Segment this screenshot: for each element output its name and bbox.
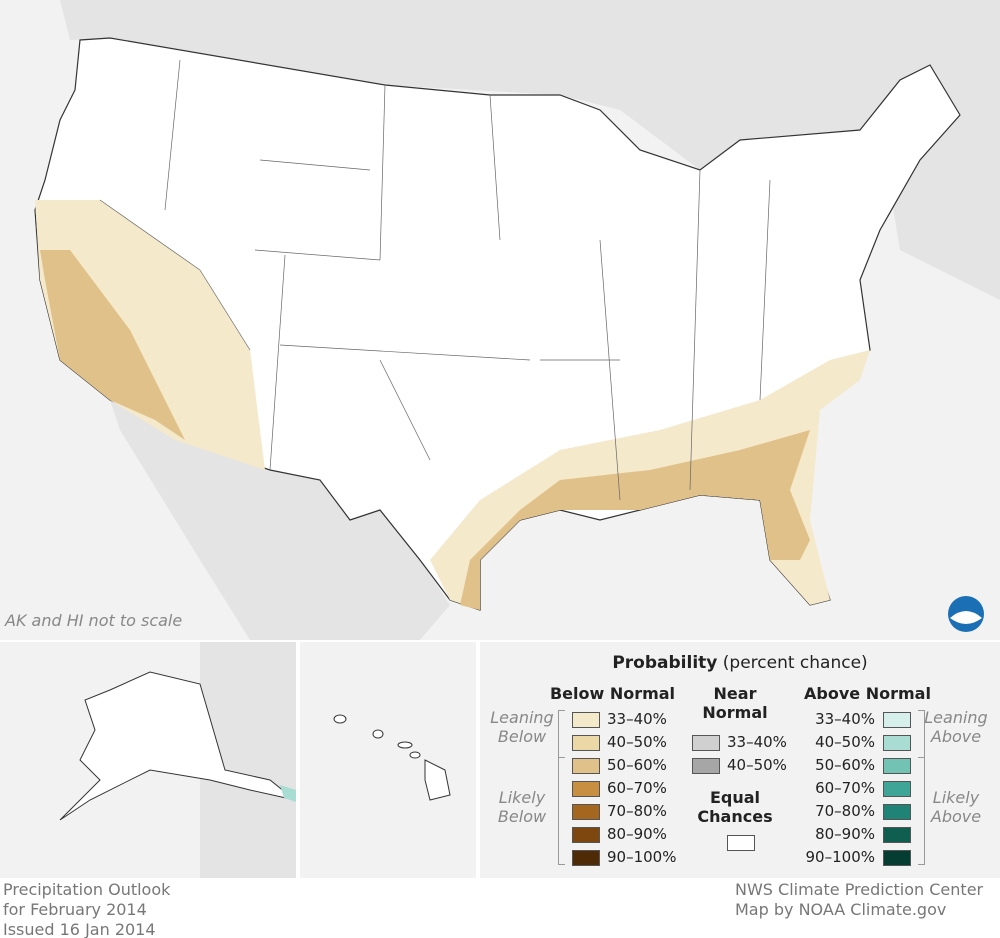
- swatch: [572, 827, 600, 843]
- range-label: 33–40%: [727, 733, 787, 751]
- swatch: [883, 781, 911, 797]
- bracket: [918, 710, 925, 758]
- legend-header: Probability (percent chance): [480, 653, 1000, 673]
- range-label: 33–40%: [815, 710, 875, 728]
- footer-line: Precipitation Outlook: [3, 880, 171, 899]
- swatch: [883, 850, 911, 866]
- swatch: [572, 781, 600, 797]
- near-heading: Near Normal: [702, 684, 768, 722]
- bracket: [918, 757, 925, 865]
- swatch: [572, 758, 600, 774]
- swatch: [727, 835, 755, 851]
- footer-line: for February 2014: [3, 900, 147, 919]
- swatch: [883, 735, 911, 751]
- range-label: 80–90%: [815, 825, 875, 843]
- range-label: 40–50%: [815, 733, 875, 751]
- swatch: [692, 758, 720, 774]
- bracket: [558, 710, 565, 758]
- range-label: 50–60%: [607, 756, 667, 774]
- hawaii-panel: [300, 642, 476, 878]
- legend-title: Probability: [612, 653, 718, 673]
- range-label: 70–80%: [607, 802, 667, 820]
- legend-subtitle: (percent chance): [722, 653, 868, 673]
- footer-line: Issued 16 Jan 2014: [3, 920, 156, 938]
- range-label: 50–60%: [815, 756, 875, 774]
- hawaii: [333, 714, 451, 801]
- footer-line: Map by NOAA Climate.gov: [735, 900, 947, 919]
- swatch: [572, 735, 600, 751]
- swatch: [692, 735, 720, 751]
- range-label: 90–100%: [805, 848, 875, 866]
- leaning-below-west: [35, 200, 265, 470]
- likely-above: Likely Above: [930, 788, 982, 826]
- range-label: 70–80%: [815, 802, 875, 820]
- likely-below-west: [40, 250, 185, 440]
- alaska-above: [280, 785, 296, 802]
- range-label: 80–90%: [607, 825, 667, 843]
- range-label: 60–70%: [815, 779, 875, 797]
- state-borders: [99, 59, 771, 501]
- swatch: [883, 827, 911, 843]
- swatch: [883, 712, 911, 728]
- range-label: 90–100%: [607, 848, 677, 866]
- swatch: [883, 758, 911, 774]
- swatch: [572, 804, 600, 820]
- leaning-below: Leaning Below: [490, 708, 554, 746]
- below-heading: Below Normal: [549, 684, 676, 703]
- likely-below: Likely Below: [497, 788, 547, 826]
- footer-right: NWS Climate Prediction Center Map by NOAA…: [735, 880, 983, 920]
- above-heading: Above Normal: [804, 684, 931, 703]
- swatch: [572, 850, 600, 866]
- bracket: [558, 757, 565, 865]
- range-label: 60–70%: [607, 779, 667, 797]
- scale-note: AK and HI not to scale: [4, 611, 182, 630]
- range-label: 40–50%: [607, 733, 667, 751]
- swatch: [883, 804, 911, 820]
- alaska: [59, 671, 296, 821]
- range-label: 33–40%: [607, 710, 667, 728]
- equal-label: Equal Chances: [697, 788, 773, 826]
- swatch: [572, 712, 600, 728]
- footer-left: Precipitation Outlook for February 2014 Is…: [3, 880, 170, 938]
- canada: [60, 0, 1000, 300]
- likely-below-south: [460, 430, 810, 610]
- map: AK and HI not to scale: [0, 0, 1000, 878]
- leaning-above: Leaning Above: [924, 708, 988, 746]
- footer-line: NWS Climate Prediction Center: [735, 880, 984, 899]
- range-label: 40–50%: [727, 756, 787, 774]
- mexico: [110, 400, 450, 640]
- noaa-logo-wave: [950, 611, 982, 624]
